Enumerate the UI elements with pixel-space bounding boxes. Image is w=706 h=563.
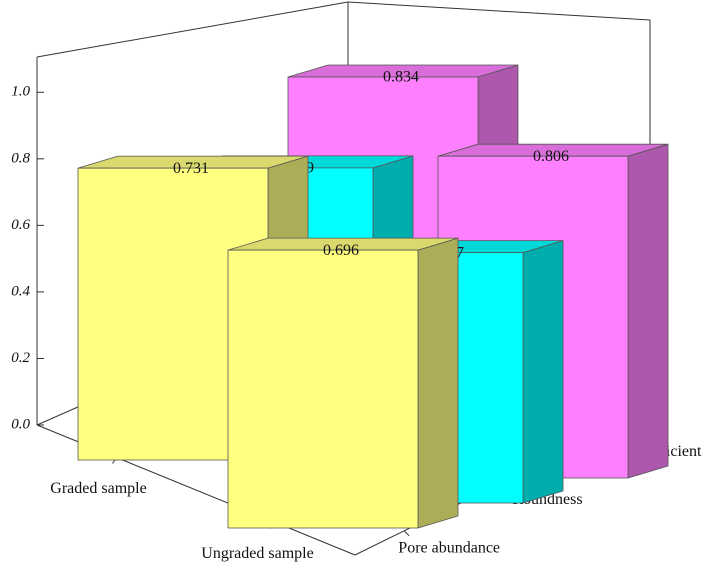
value-label: 0.696 bbox=[323, 242, 359, 259]
x-tick-label: Graded sample bbox=[50, 480, 146, 497]
z-tick-label: Pore abundance bbox=[398, 540, 500, 557]
y-tick-label: 0.2 bbox=[11, 350, 30, 366]
axis-line bbox=[347, 1, 651, 21]
y-tick-label: 0.0 bbox=[11, 416, 30, 432]
bar-front bbox=[227, 249, 419, 529]
bar-side bbox=[417, 237, 459, 529]
value-label: 0.731 bbox=[173, 160, 209, 177]
y-tick-label: 1.0 bbox=[11, 84, 30, 100]
bar: 0.696 bbox=[227, 237, 459, 529]
y-tick-label: 0.8 bbox=[11, 150, 30, 166]
y-tick-label: 0.6 bbox=[11, 217, 30, 233]
axis-line bbox=[36, 1, 349, 58]
value-label: 0.806 bbox=[533, 148, 569, 165]
y-tick-label: 0.4 bbox=[11, 283, 30, 299]
bar-side bbox=[627, 143, 669, 479]
bar-side bbox=[522, 240, 564, 504]
z-tick bbox=[403, 530, 410, 537]
x-tick-label: Ungraded sample bbox=[201, 545, 313, 562]
value-label: 0.834 bbox=[383, 69, 419, 86]
